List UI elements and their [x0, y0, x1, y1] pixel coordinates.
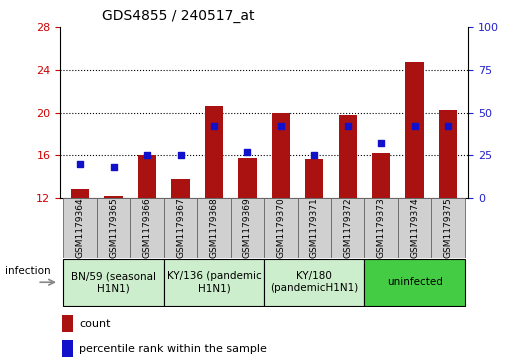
Text: KY/180
(pandemicH1N1): KY/180 (pandemicH1N1) [270, 272, 358, 293]
Point [277, 123, 285, 129]
FancyBboxPatch shape [431, 198, 465, 258]
Point [176, 152, 185, 158]
FancyBboxPatch shape [130, 198, 164, 258]
Point [377, 140, 385, 146]
Text: GSM1179368: GSM1179368 [209, 197, 219, 258]
FancyBboxPatch shape [331, 198, 365, 258]
Bar [338, 115, 357, 198]
FancyBboxPatch shape [264, 259, 365, 306]
Bar [205, 106, 223, 198]
Text: GSM1179370: GSM1179370 [276, 197, 286, 258]
Text: GSM1179374: GSM1179374 [410, 197, 419, 258]
Bar [105, 196, 123, 198]
Bar [372, 153, 390, 198]
Text: uninfected: uninfected [386, 277, 442, 287]
FancyBboxPatch shape [197, 198, 231, 258]
FancyBboxPatch shape [298, 198, 331, 258]
Bar [172, 179, 190, 198]
Point [344, 123, 352, 129]
FancyBboxPatch shape [365, 198, 398, 258]
Text: GDS4855 / 240517_at: GDS4855 / 240517_at [102, 9, 255, 23]
Bar [62, 340, 73, 357]
FancyBboxPatch shape [365, 259, 465, 306]
FancyBboxPatch shape [264, 198, 298, 258]
Bar [271, 113, 290, 198]
Point [109, 164, 118, 170]
Point [411, 123, 419, 129]
Bar [238, 158, 257, 198]
FancyBboxPatch shape [63, 259, 164, 306]
Point [210, 123, 218, 129]
Text: GSM1179366: GSM1179366 [143, 197, 152, 258]
Text: GSM1179372: GSM1179372 [343, 197, 352, 258]
Point [444, 123, 452, 129]
Text: percentile rank within the sample: percentile rank within the sample [79, 344, 267, 354]
Bar [62, 315, 73, 332]
FancyBboxPatch shape [398, 198, 431, 258]
FancyBboxPatch shape [164, 198, 197, 258]
FancyBboxPatch shape [164, 259, 264, 306]
Bar [405, 62, 424, 198]
Text: GSM1179365: GSM1179365 [109, 197, 118, 258]
Text: GSM1179364: GSM1179364 [76, 197, 85, 258]
Bar [305, 159, 323, 198]
Point [243, 149, 252, 155]
Point [143, 152, 151, 158]
Text: BN/59 (seasonal
H1N1): BN/59 (seasonal H1N1) [71, 272, 156, 293]
Bar [439, 110, 457, 198]
Text: infection: infection [5, 266, 50, 277]
Point [310, 152, 319, 158]
FancyBboxPatch shape [231, 198, 264, 258]
Bar [138, 155, 156, 198]
Bar [71, 189, 89, 198]
Text: count: count [79, 319, 110, 329]
Text: GSM1179371: GSM1179371 [310, 197, 319, 258]
Text: GSM1179373: GSM1179373 [377, 197, 385, 258]
Text: GSM1179375: GSM1179375 [444, 197, 452, 258]
FancyBboxPatch shape [63, 198, 97, 258]
Text: GSM1179369: GSM1179369 [243, 197, 252, 258]
Text: GSM1179367: GSM1179367 [176, 197, 185, 258]
FancyBboxPatch shape [97, 198, 130, 258]
Text: KY/136 (pandemic
H1N1): KY/136 (pandemic H1N1) [167, 272, 262, 293]
Point [76, 161, 84, 167]
